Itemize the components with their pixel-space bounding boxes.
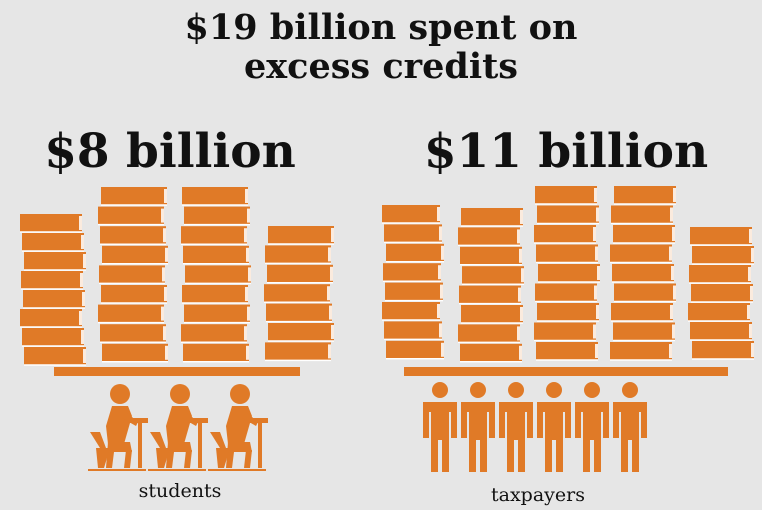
students-book <box>182 285 248 304</box>
taxpayers-book <box>460 343 522 363</box>
students-book <box>102 245 168 265</box>
taxpayers-book <box>614 186 676 205</box>
students-label: students <box>138 480 222 502</box>
taxpayers-book <box>535 283 597 303</box>
students-book <box>20 309 82 328</box>
taxpayers-book <box>385 282 443 302</box>
taxpayers-book <box>613 322 675 342</box>
taxpayers-book <box>535 186 597 205</box>
taxpayers-book <box>534 322 596 342</box>
taxpayers-book <box>386 340 444 360</box>
taxpayers-book <box>690 322 752 341</box>
taxpayers-label: taxpayers <box>491 484 585 506</box>
chart-title: $19 billion spent on excess credits <box>0 8 762 86</box>
taxpayers-book <box>537 303 599 322</box>
students-book <box>185 265 251 285</box>
taxpayers-book <box>689 265 751 284</box>
students-book <box>266 303 332 323</box>
taxpayers-book <box>459 285 521 305</box>
students-book <box>99 265 165 285</box>
taxpayers-book <box>612 264 674 283</box>
taxpayers-book <box>534 225 596 244</box>
taxpayers-book <box>537 205 599 225</box>
students-book <box>184 304 250 324</box>
taxpayers-book <box>610 342 672 361</box>
students-book <box>22 233 84 252</box>
taxpayers-book <box>692 341 754 360</box>
taxpayers-book <box>688 303 750 322</box>
students-book <box>268 226 334 245</box>
students-book <box>23 290 85 309</box>
students-book <box>265 245 331 265</box>
taxpayers-icons <box>423 382 647 472</box>
student-at-desk-icon <box>88 384 148 471</box>
taxpayers-book <box>458 324 520 344</box>
students-book <box>268 323 334 342</box>
person-icon <box>499 382 533 472</box>
students-book <box>265 342 331 362</box>
taxpayers-book <box>458 227 520 247</box>
taxpayers-book <box>538 264 600 283</box>
person-icon <box>461 382 495 472</box>
taxpayers-book <box>461 305 523 324</box>
taxpayers-book <box>611 205 673 225</box>
students-book <box>267 264 333 284</box>
students-book <box>264 284 330 303</box>
taxpayers-book <box>384 321 442 341</box>
students-book <box>22 328 84 347</box>
students-book <box>101 285 167 304</box>
taxpayers-book <box>610 244 672 264</box>
students-book <box>183 343 249 363</box>
taxpayers-book <box>462 266 524 285</box>
title-line-2: excess credits <box>244 46 518 87</box>
title-line-1: $19 billion spent on <box>184 7 578 48</box>
taxpayers-book <box>691 284 753 303</box>
person-icon <box>423 382 457 472</box>
students-book-stacks <box>20 187 334 366</box>
taxpayers-book <box>460 246 522 266</box>
taxpayers-book <box>382 302 440 321</box>
person-icon <box>537 382 571 472</box>
taxpayers-book-stacks <box>382 186 754 363</box>
students-book <box>181 324 247 343</box>
taxpayers-book <box>613 225 675 244</box>
taxpayers-book <box>614 283 676 303</box>
taxpayers-book <box>536 244 598 264</box>
taxpayers-book <box>461 208 523 227</box>
student-at-desk-icon <box>208 384 268 471</box>
taxpayers-book <box>386 243 444 263</box>
taxpayers-book <box>384 224 442 244</box>
students-book <box>184 206 250 226</box>
students-book <box>181 226 247 245</box>
taxpayers-book <box>690 227 752 246</box>
taxpayers-amount: $11 billion <box>423 124 709 179</box>
person-icon <box>575 382 609 472</box>
students-book <box>98 206 164 226</box>
students-book <box>24 252 86 271</box>
student-at-desk-icon <box>148 384 208 471</box>
taxpayers-book <box>383 263 441 282</box>
taxpayers-shelf <box>404 367 728 376</box>
students-book <box>183 245 249 265</box>
taxpayers-book <box>611 303 673 322</box>
students-book <box>24 347 86 366</box>
students-book <box>98 304 164 324</box>
students-shelf <box>54 367 300 376</box>
students-book <box>20 214 82 233</box>
taxpayers-book <box>382 205 440 224</box>
students-book <box>100 324 166 343</box>
students-icons <box>88 384 268 471</box>
person-icon <box>613 382 647 472</box>
students-book <box>101 187 167 206</box>
students-book <box>182 187 248 206</box>
taxpayers-book <box>692 246 754 265</box>
students-book <box>102 343 168 363</box>
taxpayers-book <box>536 342 598 361</box>
students-book <box>100 226 166 245</box>
students-amount: $8 billion <box>44 124 296 179</box>
students-book <box>21 271 83 290</box>
